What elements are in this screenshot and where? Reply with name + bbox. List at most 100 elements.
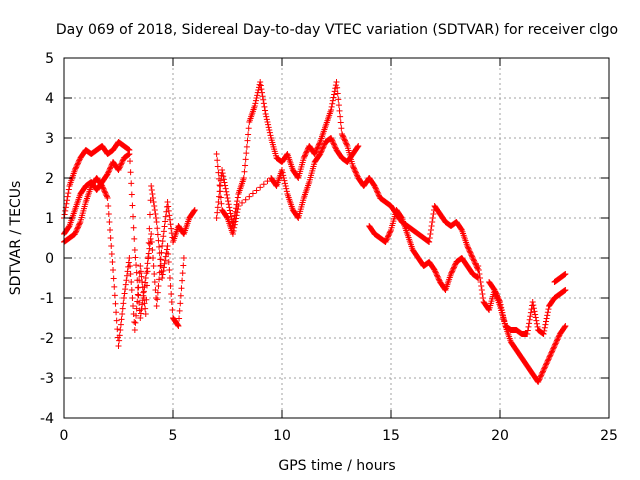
- data-point-track-d: [316, 140, 323, 147]
- data-point-track-b: [113, 317, 120, 324]
- data-point-track-a: [165, 207, 172, 214]
- data-point-track-i: [541, 324, 548, 331]
- data-point-track-d: [351, 165, 358, 172]
- data-point-track-e: [234, 206, 241, 213]
- data-point-track-a: [151, 279, 158, 285]
- data-point-track-i: [533, 317, 540, 324]
- data-point-track-b: [118, 316, 125, 323]
- data-point-track-d: [244, 137, 251, 144]
- data-point-track-e: [242, 196, 249, 203]
- data-point-track-e: [280, 175, 287, 181]
- y-tick-label: -1: [40, 291, 54, 307]
- data-point-track-g: [383, 236, 390, 243]
- data-point-track-d: [330, 94, 337, 101]
- data-point-track-b: [139, 279, 146, 285]
- x-tick-label: 10: [273, 428, 291, 444]
- x-tick-label: 15: [382, 428, 400, 444]
- data-point-track-b: [167, 283, 174, 289]
- data-point-track-a: [64, 197, 71, 204]
- data-point-track-b: [143, 282, 150, 289]
- data-point-track-e: [320, 144, 327, 151]
- data-point-track-b: [149, 191, 156, 197]
- data-point-track-h: [544, 359, 551, 365]
- data-point-track-i: [524, 327, 531, 334]
- data-point-track-b: [153, 215, 160, 221]
- data-point-track-b: [140, 289, 147, 296]
- data-point-track-e: [317, 151, 324, 157]
- data-point-track-h: [477, 275, 484, 281]
- data-point-track-d: [343, 140, 350, 147]
- data-point-track-a: [130, 224, 137, 231]
- data-point-track-d: [259, 89, 266, 96]
- data-point-track-i: [532, 311, 539, 318]
- data-point-track-g: [435, 275, 442, 281]
- data-point-track-e: [229, 231, 236, 237]
- data-point-track-a: [162, 213, 169, 220]
- data-point-track-d: [257, 82, 264, 89]
- data-point-track-i: [531, 308, 538, 315]
- data-point-track-a: [74, 160, 81, 167]
- data-point-track-h: [536, 376, 543, 383]
- data-point-track-b: [76, 221, 83, 228]
- data-point-track-h: [475, 263, 482, 269]
- data-point-track-e: [234, 209, 241, 216]
- data-point-track-d: [340, 135, 347, 141]
- data-point-track-b: [139, 284, 146, 291]
- data-point-track-i: [524, 331, 531, 337]
- data-point-track-d: [251, 103, 258, 109]
- data-point-track-c: [117, 163, 124, 169]
- y-tick-label: -4: [40, 411, 54, 427]
- data-point-track-d: [328, 103, 335, 110]
- y-tick-label: 4: [45, 91, 54, 107]
- data-point-track-a: [142, 275, 149, 281]
- data-point-track-b: [142, 311, 149, 317]
- data-point-track-b: [120, 300, 127, 307]
- data-point-track-h: [551, 343, 558, 349]
- data-point-track-h: [547, 351, 554, 357]
- data-point-track-b: [75, 223, 82, 229]
- data-point-track-h: [536, 375, 543, 381]
- data-point-track-j: [562, 271, 569, 277]
- data-point-track-e: [231, 221, 238, 228]
- data-point-track-d: [220, 173, 227, 180]
- data-point-track-h: [553, 339, 560, 345]
- data-point-track-f: [427, 231, 434, 237]
- data-point-track-e: [294, 214, 301, 221]
- data-point-track-a: [166, 216, 173, 223]
- data-point-track-e: [235, 203, 242, 209]
- data-point-track-e: [230, 227, 237, 234]
- data-point-track-e: [330, 140, 337, 147]
- data-point-track-d: [261, 103, 268, 110]
- data-point-track-g: [387, 228, 394, 235]
- data-point-track-e: [329, 139, 336, 145]
- data-point-track-a: [144, 260, 151, 267]
- data-point-track-c: [117, 161, 124, 168]
- data-point-track-b: [117, 327, 124, 333]
- data-point-track-g: [398, 214, 405, 221]
- axis-ticks: [63, 57, 610, 419]
- data-point-track-b: [109, 259, 116, 265]
- data-point-track-b: [154, 225, 161, 232]
- data-point-track-d: [341, 137, 348, 144]
- data-point-track-e: [215, 169, 222, 176]
- data-point-track-a: [131, 247, 138, 253]
- data-point-track-a: [145, 250, 152, 257]
- data-point-track-f: [470, 256, 477, 263]
- data-point-track-h: [555, 333, 562, 340]
- data-point-track-d: [352, 169, 359, 176]
- data-point-track-e: [213, 151, 220, 157]
- data-point-track-a: [156, 276, 163, 283]
- data-point-track-b: [100, 187, 107, 193]
- data-point-track-h: [541, 365, 548, 372]
- data-point-track-h: [542, 363, 549, 369]
- data-point-track-b: [151, 207, 158, 213]
- data-point-track-b: [72, 229, 79, 236]
- data-point-track-i: [534, 323, 541, 330]
- data-point-track-b: [127, 271, 134, 277]
- data-point-track-a: [161, 223, 168, 230]
- data-point-track-a: [148, 239, 155, 245]
- data-point-track-b: [177, 300, 184, 307]
- x-tick-label: 0: [60, 428, 69, 444]
- data-point-track-b: [122, 281, 129, 288]
